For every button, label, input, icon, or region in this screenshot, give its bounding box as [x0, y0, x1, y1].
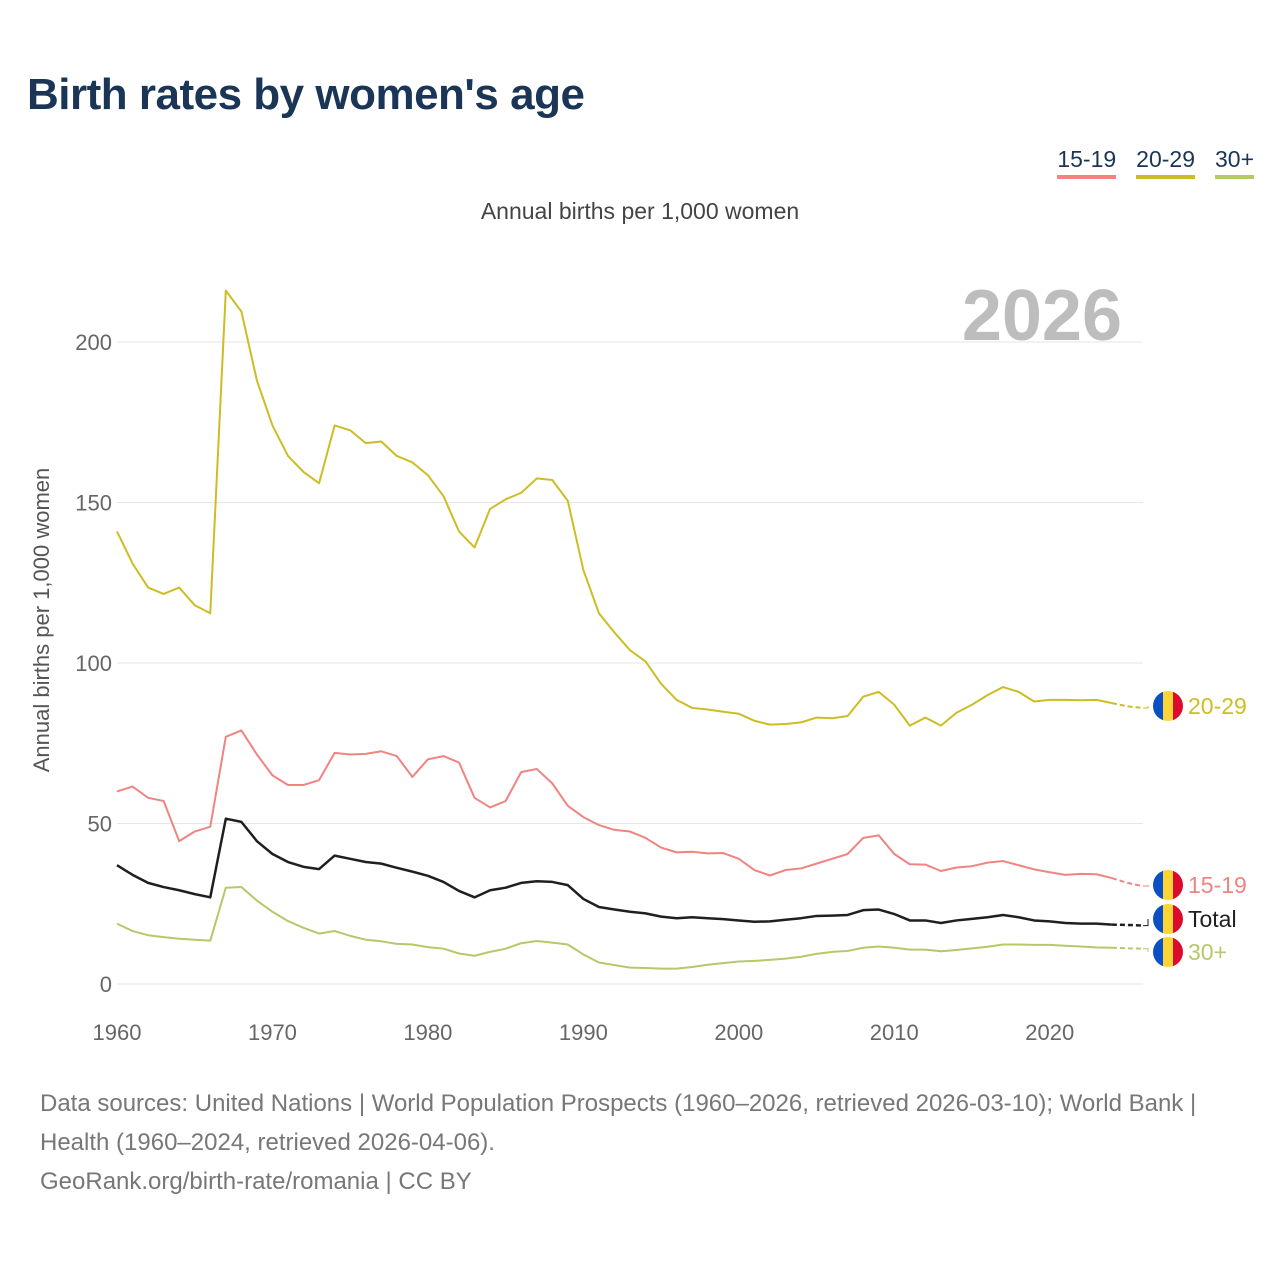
footer: Data sources: United Nations | World Pop… — [40, 1084, 1240, 1201]
flag-stripe — [1153, 691, 1164, 721]
chart-title: Birth rates by women's age — [27, 70, 585, 119]
series-line-15-19 — [116, 729, 1113, 880]
x-tick-label: 2010 — [870, 1020, 919, 1045]
series-end-label: 20-29 — [1188, 693, 1247, 719]
data-sources: Data sources: United Nations | World Pop… — [40, 1090, 1197, 1156]
series-projection-Total — [1111, 923, 1144, 927]
flag-stripe — [1153, 870, 1164, 900]
credit-link[interactable]: GeoRank.org/birth-rate/romania | CC BY — [40, 1168, 472, 1195]
legend-item-20-29[interactable]: 20-29 — [1136, 146, 1195, 179]
legend: 15-19 20-29 30+ — [1057, 146, 1254, 179]
flag-stripe — [1163, 870, 1174, 900]
series-line-Total — [116, 817, 1112, 926]
x-tick-label: 1960 — [93, 1020, 142, 1045]
romania-flag-icon — [1153, 691, 1183, 721]
flag-stripe — [1173, 870, 1183, 900]
series-line-30+ — [116, 886, 1112, 970]
x-tick-label: 1970 — [248, 1020, 297, 1045]
x-tick-label: 2000 — [714, 1020, 763, 1045]
series-projection-20-29 — [1111, 702, 1144, 709]
y-tick-label: 50 — [88, 812, 112, 837]
romania-flag-icon — [1153, 870, 1183, 900]
x-tick-label: 1990 — [559, 1020, 608, 1045]
romania-flag-icon — [1153, 937, 1183, 967]
flag-stripe — [1163, 937, 1174, 967]
label-connector — [1143, 885, 1149, 887]
series-line-20-29 — [116, 289, 1113, 727]
year-watermark: 2026 — [962, 276, 1122, 356]
series-projection-15-19 — [1111, 877, 1144, 888]
label-connector — [1143, 706, 1149, 709]
chart-subtitle: Annual births per 1,000 women — [480, 198, 800, 224]
y-tick-label: 200 — [75, 330, 112, 355]
legend-item-30plus[interactable]: 30+ — [1214, 146, 1254, 179]
flag-stripe — [1153, 904, 1164, 934]
romania-flag-icon — [1153, 904, 1183, 934]
y-tick-label: 0 — [100, 972, 112, 997]
series-end-label: 30+ — [1188, 939, 1227, 965]
flag-stripe — [1163, 904, 1174, 934]
flag-stripe — [1153, 937, 1164, 967]
y-tick-label: 100 — [75, 651, 112, 676]
series-end-label: 15-19 — [1188, 872, 1247, 898]
x-tick-label: 2020 — [1025, 1020, 1074, 1045]
series-end-label: Total — [1188, 906, 1237, 932]
flag-stripe — [1173, 937, 1183, 967]
flag-stripe — [1173, 691, 1183, 721]
series-projection-30+ — [1111, 946, 1144, 950]
label-connector — [1143, 919, 1149, 927]
y-tick-label: 150 — [75, 491, 112, 516]
label-connector — [1143, 948, 1149, 952]
flag-stripe — [1163, 691, 1174, 721]
flag-stripe — [1173, 904, 1183, 934]
x-tick-label: 1980 — [403, 1020, 452, 1045]
legend-item-15-19[interactable]: 15-19 — [1057, 146, 1117, 179]
